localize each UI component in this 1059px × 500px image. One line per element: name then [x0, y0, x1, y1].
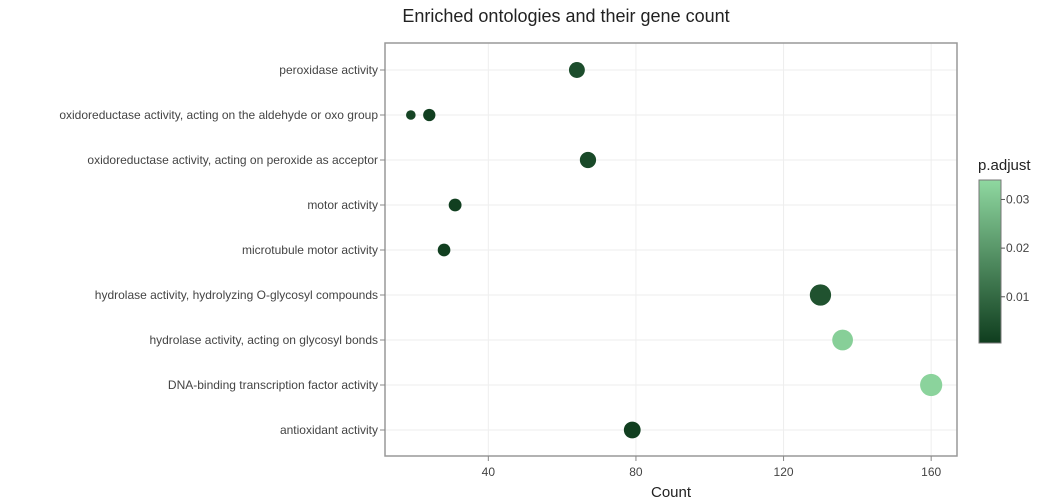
data-point [832, 329, 853, 351]
x-axis: 40 80 120 160 [482, 456, 941, 479]
data-point [406, 110, 416, 120]
y-tick-label: hydrolase activity, acting on glycosyl b… [149, 333, 378, 347]
data-point [568, 62, 585, 78]
x-tick-label: 160 [921, 465, 941, 479]
colorbar-tick-label: 0.02 [1006, 241, 1030, 255]
x-tick-label: 40 [482, 465, 496, 479]
y-tick-label: hydrolase activity, hydrolyzing O-glycos… [95, 288, 378, 302]
y-tick-label: oxidoreductase activity, acting on the a… [59, 108, 378, 122]
y-tick-label: peroxidase activity [279, 63, 378, 77]
colorbar [978, 179, 1002, 344]
y-axis: peroxidase activity oxidoreductase activi… [59, 63, 385, 437]
points [406, 62, 943, 439]
data-point [437, 243, 451, 257]
colorbar-ticks: 0.01 0.02 0.03 [1001, 192, 1030, 304]
x-tick-label: 80 [629, 465, 643, 479]
y-tick-label: DNA-binding transcription factor activit… [168, 378, 378, 392]
x-tick-label: 120 [774, 465, 794, 479]
y-tick-label: motor activity [307, 198, 378, 212]
grid [385, 43, 957, 456]
data-point [809, 284, 832, 306]
data-point [579, 151, 597, 169]
data-point [423, 108, 436, 122]
x-axis-label: Count [651, 484, 692, 500]
colorbar-title: p.adjust [978, 157, 1031, 174]
y-tick-label: antioxidant activity [280, 423, 378, 437]
colorbar-tick-label: 0.03 [1006, 192, 1030, 206]
data-point [623, 421, 641, 439]
colorbar-tick-label: 0.01 [1006, 290, 1030, 304]
data-point [448, 198, 462, 212]
y-tick-label: oxidoreductase activity, acting on perox… [87, 153, 378, 167]
chart-title: Enriched ontologies and their gene count [402, 6, 729, 26]
data-point [920, 373, 943, 397]
y-tick-label: microtubule motor activity [242, 243, 378, 257]
